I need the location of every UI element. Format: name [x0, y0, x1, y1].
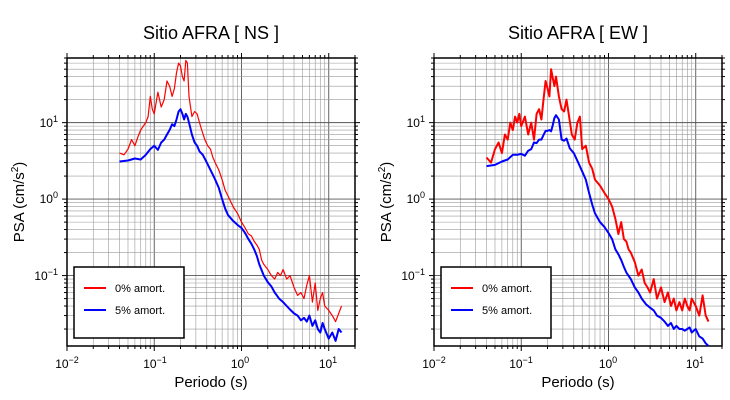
- legend-label: 0% amort.: [115, 283, 165, 295]
- panel-ns: Sitio AFRA [ NS ] 10−2 10−1 100 101 10−1…: [10, 23, 360, 391]
- x-tick-label: 10−2: [55, 355, 79, 371]
- legend: 0% amort. 5% amort.: [440, 266, 552, 339]
- y-tick-label: 10−1: [34, 267, 58, 283]
- x-tick-label: 101: [686, 355, 704, 371]
- legend-label: 0% amort.: [482, 283, 532, 295]
- x-tick-label: 10−1: [509, 355, 533, 371]
- y-tick-label: 100: [40, 190, 58, 206]
- series-line-0pct: [485, 68, 710, 323]
- x-tick-label: 10−2: [422, 355, 446, 371]
- x-tick-label: 100: [599, 355, 617, 371]
- panel-ew: Sitio AFRA [ EW ] 10−2 10−1 100 101 10−1…: [377, 23, 727, 391]
- plot-frame: [66, 57, 356, 347]
- legend-box: [73, 266, 185, 339]
- chart-title: Sitio AFRA [ NS ]: [143, 23, 279, 43]
- y-axis-label: PSA (cm/s2): [377, 162, 395, 243]
- chart-title: Sitio AFRA [ EW ]: [508, 23, 648, 43]
- plot-frame: [433, 57, 723, 347]
- y-tick-label: 100: [407, 190, 425, 206]
- x-tick-label: 101: [319, 355, 337, 371]
- legend-label: 5% amort.: [482, 305, 532, 317]
- x-axis-label: Periodo (s): [174, 374, 247, 391]
- x-axis-label: Periodo (s): [541, 374, 614, 391]
- x-tick-label: 10−1: [143, 355, 167, 371]
- tick-marks: [429, 53, 727, 351]
- gridlines: [66, 57, 356, 346]
- series-line-0pct: [119, 59, 343, 323]
- legend-label: 5% amort.: [115, 305, 165, 317]
- y-tick-label: 10−1: [401, 267, 425, 283]
- y-axis-label: PSA (cm/s2): [10, 162, 28, 243]
- x-tick-label: 100: [231, 355, 249, 371]
- series-line-5pct: [119, 108, 343, 342]
- legend-box: [440, 266, 552, 339]
- y-tick-label: 101: [407, 114, 425, 130]
- legend: 0% amort. 5% amort.: [73, 266, 185, 339]
- tick-marks: [62, 53, 360, 351]
- y-tick-label: 101: [40, 114, 58, 130]
- series-line-5pct: [486, 114, 710, 347]
